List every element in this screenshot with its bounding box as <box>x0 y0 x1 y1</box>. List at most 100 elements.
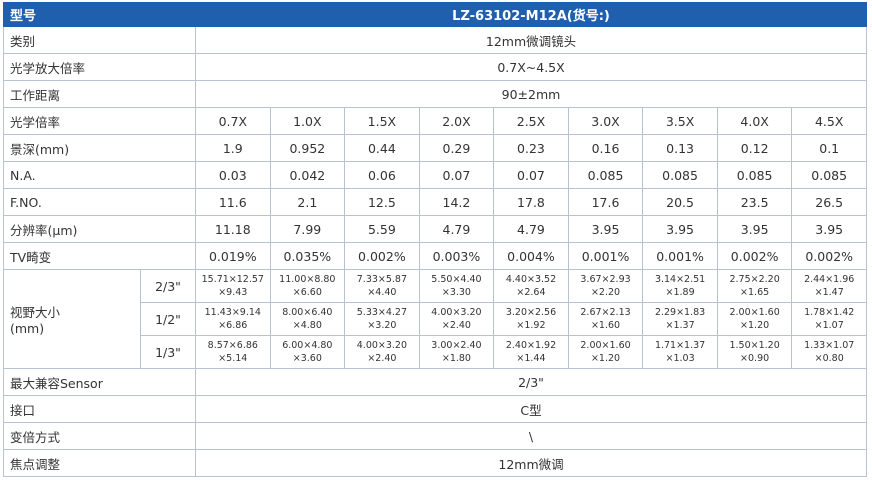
fov-line: ×3.60 <box>292 353 322 364</box>
cell-value: 0.002% <box>716 242 793 270</box>
fov-label-line: (mm) <box>10 321 45 336</box>
sensor-size: 2/3" <box>139 269 197 303</box>
fov-cell: 1.78×1.42 ×1.07 <box>791 302 867 336</box>
fov-line: ×1.37 <box>665 320 695 331</box>
fov-line: ×4.80 <box>292 320 322 331</box>
fov-line: ×9.43 <box>218 287 248 298</box>
table-row: F.NO. 11.6 2.1 12.5 14.2 17.8 17.6 20.5 23.5 26.5 <box>2 188 867 216</box>
fov-line: ×2.40 <box>441 320 471 331</box>
row-label: 景深(mm) <box>2 134 197 162</box>
cell-value: 0.952 <box>269 134 346 162</box>
fov-line: 4.00×3.20 <box>356 340 408 351</box>
cell-value: 0.002% <box>791 242 867 270</box>
fov-line: ×0.80 <box>814 353 844 364</box>
fov-line: 4.00×3.20 <box>431 307 482 318</box>
fov-cell: 8.00×6.40 ×4.80 <box>269 302 346 336</box>
fov-cell: 2.00×1.60 ×1.20 <box>716 302 793 336</box>
fov-line: ×1.20 <box>590 353 621 364</box>
cell-value: 0.001% <box>567 242 644 270</box>
spec-value: 12mm微调 <box>195 449 867 477</box>
spec-value: 12mm微调镜头 <box>195 26 867 54</box>
fov-line: 4.40×3.52 <box>505 274 557 285</box>
cell-value: 0.085 <box>642 161 718 189</box>
table-row: 类别 12mm微调镜头 <box>2 26 867 54</box>
cell-value: 0.002% <box>344 242 420 270</box>
fov-line: 3.67×2.93 <box>580 274 631 285</box>
fov-cell: 7.33×5.87 ×4.40 <box>344 269 420 303</box>
fov-line: ×1.65 <box>740 287 770 298</box>
row-label: 分辨率(μm) <box>2 215 197 243</box>
fov-cell: 3.00×2.40 ×1.80 <box>418 335 495 369</box>
fov-label-line: 视野大小 <box>10 305 61 320</box>
table-row: 景深(mm) 1.9 0.952 0.44 0.29 0.23 0.16 0.13 0.12 0.… <box>2 134 867 162</box>
fov-line: ×3.30 <box>441 287 471 298</box>
fov-line: ×4.40 <box>367 287 397 298</box>
cell-value: 0.042 <box>269 161 346 189</box>
fov-line: 1.33×1.07 <box>804 340 855 351</box>
table-row: 分辨率(μm) 11.18 7.99 5.59 4.79 4.79 3.95 3.95 3.95… <box>2 215 867 243</box>
cell-value: 3.0X <box>567 107 644 135</box>
cell-value: 0.23 <box>493 134 569 162</box>
table-row: 1/3" 8.57×6.86 ×5.14 6.00×4.80 ×3.60 4.00×3.2… <box>4 335 867 369</box>
row-label: N.A. <box>2 161 197 189</box>
cell-value: 0.07 <box>493 161 569 189</box>
fov-cell: 6.00×4.80 ×3.60 <box>269 335 346 369</box>
fov-line: ×2.20 <box>590 287 621 298</box>
cell-value: 4.5X <box>791 107 867 135</box>
fov-line: ×6.60 <box>292 287 322 298</box>
fov-cell: 5.50×4.40 ×3.30 <box>418 269 495 303</box>
spec-label: 接口 <box>2 395 197 423</box>
fov-line: 2.29×1.83 <box>654 307 706 318</box>
fov-cell: 3.20×2.56 ×1.92 <box>493 302 569 336</box>
cell-value: 1.5X <box>344 107 420 135</box>
cell-value: 3.95 <box>567 215 644 243</box>
cell-value: 0.035% <box>269 242 346 270</box>
fov-line: ×1.20 <box>740 320 770 331</box>
cell-value: 2.5X <box>493 107 569 135</box>
fov-line: ×2.64 <box>516 287 546 298</box>
cell-value: 11.6 <box>195 188 271 216</box>
fov-cell: 15.71×12.57 ×9.43 <box>195 269 271 303</box>
fov-cell: 8.57×6.86 ×5.14 <box>195 335 271 369</box>
spec-value: C型 <box>195 395 867 423</box>
fov-line: 6.00×4.80 <box>282 340 333 351</box>
fov-line: 3.00×2.40 <box>431 340 482 351</box>
cell-value: 1.9 <box>195 134 271 162</box>
spec-label: 最大兼容Sensor <box>2 368 197 396</box>
cell-value: 0.13 <box>642 134 718 162</box>
cell-value: 0.44 <box>344 134 420 162</box>
spec-label: 类别 <box>2 26 197 54</box>
cell-value: 0.7X <box>195 107 271 135</box>
fov-line: 1.50×1.20 <box>729 340 780 351</box>
fov-cell: 11.43×9.14 ×6.86 <box>195 302 271 336</box>
table-row: 1/2" 11.43×9.14 ×6.86 8.00×6.40 ×4.80 5.33×4.… <box>4 302 867 336</box>
fov-line: ×1.60 <box>590 320 621 331</box>
table-row: 型号 LZ-63102-M12A(货号:) <box>2 2 867 27</box>
fov-line: 8.00×6.40 <box>282 307 333 318</box>
cell-value: 3.95 <box>642 215 718 243</box>
spec-label: 工作距离 <box>2 80 197 108</box>
fov-line: 2.75×2.20 <box>729 274 780 285</box>
fov-cell: 5.33×4.27 ×3.20 <box>344 302 420 336</box>
table-row: TV畸变 0.019% 0.035% 0.002% 0.003% 0.004% 0.001%… <box>2 242 867 270</box>
spec-value: 0.7X~4.5X <box>195 53 867 81</box>
cell-value: 0.085 <box>716 161 793 189</box>
fov-cell: 2.40×1.92 ×1.44 <box>493 335 569 369</box>
fov-cell: 2.75×2.20 ×1.65 <box>716 269 793 303</box>
row-label: TV畸变 <box>2 242 197 270</box>
cell-value: 4.79 <box>493 215 569 243</box>
spec-value: 2/3" <box>195 368 867 396</box>
spec-value: \ <box>195 422 867 450</box>
table-row: N.A. 0.03 0.042 0.06 0.07 0.07 0.085 0.085 0.085… <box>2 161 867 189</box>
cell-value: 12.5 <box>344 188 420 216</box>
fov-cell: 1.50×1.20 ×0.90 <box>716 335 793 369</box>
fov-line: ×1.07 <box>814 320 844 331</box>
row-label: F.NO. <box>2 188 197 216</box>
table-row: 光学倍率 0.7X 1.0X 1.5X 2.0X 2.5X 3.0X 3.5X 4.0X 4.5X <box>2 107 867 135</box>
spec-table: 型号 LZ-63102-M12A(货号:) 类别 12mm微调镜头 光学放大倍率 0.7X… <box>2 2 867 477</box>
cell-value: 0.085 <box>567 161 644 189</box>
table-row: 变倍方式 \ <box>2 422 867 450</box>
fov-line: 2.00×1.60 <box>729 307 780 318</box>
cell-value: 0.03 <box>195 161 271 189</box>
fov-line: 15.71×12.57 <box>201 274 264 285</box>
